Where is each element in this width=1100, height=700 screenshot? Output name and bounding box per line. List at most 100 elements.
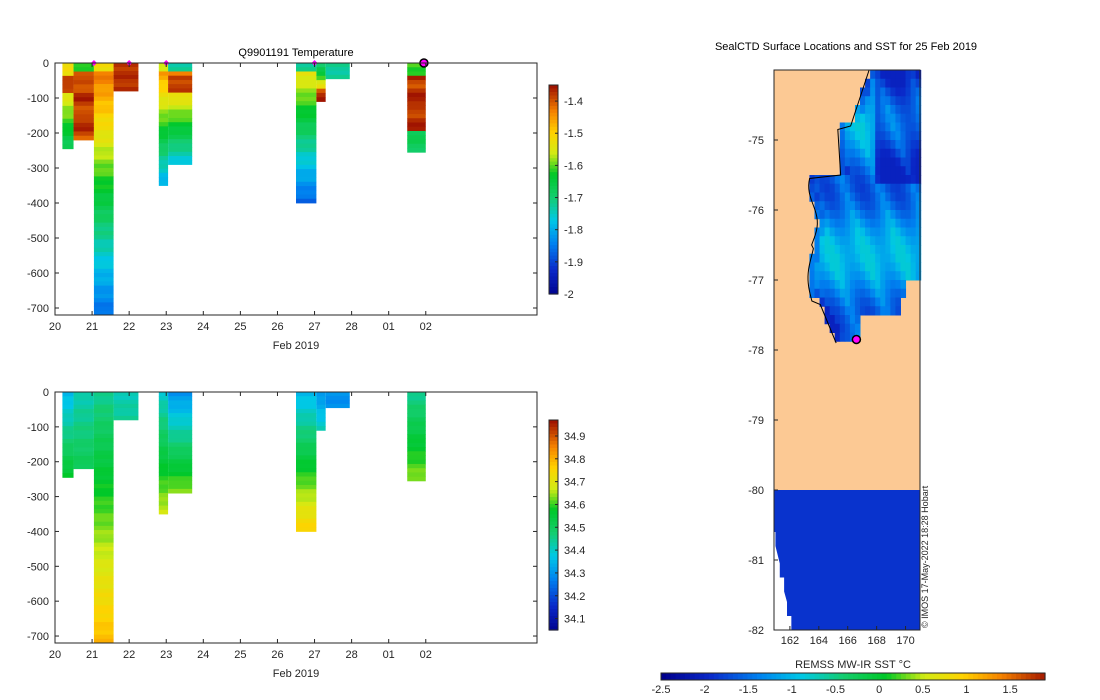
temp-profile-cell (407, 105, 426, 111)
map-colorbar-cell (1035, 673, 1041, 680)
sal-profile-cell (168, 484, 193, 490)
sal-colorbar-label: 34.8 (564, 454, 585, 466)
temp-profile-cell (296, 186, 317, 191)
map-colorbar-cell (848, 673, 854, 680)
temp-profile-cell (113, 79, 139, 84)
temp-profile-cell (407, 88, 426, 94)
temp-profile-cell (62, 97, 74, 102)
sst-cell (870, 148, 876, 158)
sst-cell (885, 140, 891, 150)
sal-profile-cell (296, 396, 317, 401)
sal-profile-cell (168, 446, 193, 452)
sal-profile-cell (158, 413, 169, 418)
temp-profile-cell (407, 80, 426, 85)
sst-cell (829, 227, 836, 237)
temp-profile-cell (93, 147, 114, 152)
sal-profile-cell (93, 622, 114, 627)
sal-colorbar-cell (549, 556, 558, 561)
sst-cell (900, 131, 907, 141)
sst-cell (834, 262, 841, 272)
sal-colorbar-cell (549, 420, 558, 425)
sst-cell (900, 210, 907, 220)
sst-cell (809, 183, 815, 193)
temp-colorbar-cell (549, 287, 558, 292)
sal-colorbar-cell (549, 434, 558, 439)
sst-cell (860, 105, 866, 115)
sst-cell (895, 210, 901, 220)
sst-cell (910, 70, 917, 80)
sal-profile-cell (73, 434, 94, 440)
sst-cell (880, 87, 886, 97)
temp-profile-7 (316, 63, 326, 102)
sst-cell (814, 201, 821, 211)
temp-colorbar-cell (549, 168, 558, 173)
sal-profile-cell (407, 472, 426, 478)
sst-cell (885, 183, 891, 193)
sst-cell (890, 297, 896, 307)
sst-cell (819, 236, 826, 246)
sal-xtick-label: 02 (420, 649, 432, 661)
temp-profile-cell (158, 126, 169, 131)
sst-cell (865, 280, 871, 290)
map-colorbar-cell (862, 673, 868, 680)
temp-colorbar-cell (549, 224, 558, 229)
sal-profile-cell (93, 596, 114, 602)
temp-ytick-label: -500 (27, 233, 49, 245)
temp-profile-cell (93, 252, 114, 257)
sst-cell (814, 210, 821, 220)
temp-profile-cell (296, 105, 317, 111)
temp-profile-cell (73, 114, 94, 120)
temp-profile-cell (407, 75, 426, 81)
sal-profile-cell (296, 404, 317, 410)
sal-colorbar-cell (549, 567, 558, 572)
sst-cell (854, 262, 861, 272)
sst-cell (819, 183, 826, 193)
sst-cell (885, 148, 891, 158)
temp-profile-cell (158, 155, 169, 161)
sst-cell (885, 227, 891, 237)
temp-profile-cell (93, 67, 114, 72)
sst-cell (900, 183, 907, 193)
temp-profile-cell (325, 74, 350, 80)
temp-profile-cell (168, 151, 193, 157)
sst-cell (915, 227, 922, 237)
sst-cell (895, 306, 901, 316)
temp-profile-cell (407, 122, 426, 128)
temp-profile-cell (93, 239, 114, 244)
temp-colorbar-cell (549, 217, 558, 222)
sal-profile-cell (93, 634, 114, 640)
sal-profile-cell (93, 509, 114, 514)
sst-cell (849, 183, 856, 193)
sal-profile-cell (62, 430, 74, 436)
sal-profile-cell (296, 421, 317, 427)
sal-profile-cell (296, 480, 317, 486)
sst-cell (880, 113, 886, 123)
temp-profile-cell (296, 181, 317, 187)
sst-cell (910, 262, 917, 272)
sst-cell (895, 201, 901, 211)
temp-profile-cell (62, 127, 74, 132)
temp-profile-cell (62, 114, 74, 120)
sst-cell (814, 271, 821, 281)
sst-cell (880, 297, 886, 307)
sal-colorbar-label: 34.3 (564, 568, 585, 580)
sst-cell (895, 297, 901, 307)
sst-cell (839, 253, 846, 263)
sst-cell (915, 148, 922, 158)
sal-profile-cell (296, 476, 317, 482)
temp-colorbar-cell (549, 266, 558, 271)
sst-cell (900, 96, 907, 106)
sst-cell (844, 315, 851, 325)
sst-cell (860, 131, 866, 141)
temp-profile-cell (296, 96, 317, 102)
sst-cell (865, 96, 871, 106)
sst-cell (839, 140, 846, 150)
sst-cell (844, 140, 851, 150)
temp-colorbar-cell (549, 199, 558, 205)
map-colorbar-label: 0.5 (915, 684, 930, 696)
sst-cell (890, 166, 896, 176)
sal-profile-cell (158, 400, 169, 406)
map-ytick-label: -82 (748, 625, 764, 637)
sst-cell (860, 280, 866, 290)
sal-profile-cell (296, 430, 317, 435)
